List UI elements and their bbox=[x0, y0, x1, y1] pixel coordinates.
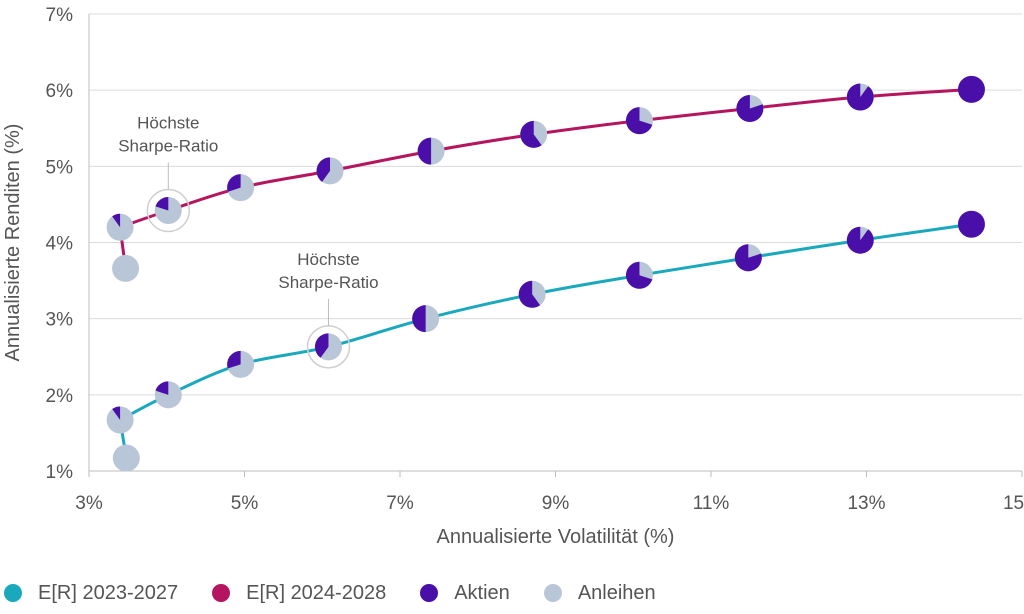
pie-marker bbox=[734, 244, 762, 272]
pie-marker bbox=[314, 333, 342, 361]
pie-slice-aktien bbox=[625, 261, 653, 289]
y-tick-label: 1% bbox=[46, 462, 74, 483]
pie-slice-aktien bbox=[520, 120, 542, 148]
pie-slice-anleihen bbox=[112, 444, 140, 472]
pie-slice-aktien bbox=[417, 137, 432, 165]
pie-slice-aktien bbox=[846, 226, 874, 254]
y-tick-label: 6% bbox=[46, 81, 74, 102]
y-tick-label: 5% bbox=[46, 157, 74, 178]
pie-marker bbox=[957, 75, 985, 103]
pie-slice-aktien bbox=[314, 333, 329, 358]
legend-label-er-2023-2027: E[R] 2023-2027 bbox=[38, 581, 179, 604]
y-tick-label: 2% bbox=[46, 386, 74, 407]
chart: 1% 2% 3% 4% 5% 6% 7% 3% 5% 7% 9% 11% 13% 15% Annualisi… bbox=[2, 5, 1024, 548]
pie-marker bbox=[520, 120, 548, 148]
y-tick-label: 7% bbox=[46, 5, 74, 26]
x-tick-label: 15% bbox=[1003, 493, 1024, 514]
pie-marker bbox=[625, 107, 653, 135]
pie-slice-aktien bbox=[736, 94, 764, 122]
pie-marker bbox=[736, 94, 764, 122]
legend-label-er-2024-2028: E[R] 2024-2028 bbox=[246, 581, 387, 604]
y-tick-label: 4% bbox=[46, 234, 74, 255]
pie-marker bbox=[154, 197, 182, 225]
x-tick-label: 3% bbox=[75, 493, 103, 514]
legend-item-aktien: Aktien bbox=[420, 582, 510, 605]
series-line-er-2024-2028 bbox=[118, 87, 972, 269]
pie-marker bbox=[412, 305, 440, 333]
pie-marker bbox=[227, 174, 255, 202]
pie-marker bbox=[112, 444, 140, 472]
legend-item-anleihen: Anleihen bbox=[543, 581, 656, 605]
x-axis-title: Annualisierte Volatilität (%) bbox=[437, 526, 675, 548]
pie-marker bbox=[625, 261, 653, 289]
legend-label-aktien: Aktien bbox=[454, 581, 510, 604]
x-tick-label: 9% bbox=[542, 493, 570, 514]
pie-marker bbox=[106, 213, 134, 241]
pie-marker bbox=[518, 280, 546, 308]
legend-swatch-er-2024-2028 bbox=[212, 584, 231, 602]
pie-slice-aktien bbox=[155, 197, 169, 211]
annotation-label-line2: Sharpe-Ratio bbox=[278, 273, 378, 292]
pie-marker bbox=[846, 83, 874, 111]
legend-label-anleihen: Anleihen bbox=[577, 581, 656, 604]
annotation-label-line1: Höchste bbox=[297, 250, 359, 269]
legend-swatch-er-2023-2027 bbox=[4, 584, 22, 602]
pie-slice-aktien bbox=[625, 107, 653, 135]
pie-slice-aktien bbox=[412, 305, 426, 333]
pie-slice-anleihen bbox=[106, 406, 134, 434]
annotation-label-line2: Sharpe-Ratio bbox=[118, 137, 218, 156]
legend-swatch-anleihen bbox=[543, 584, 562, 602]
legend-item-er-2023-2027: E[R] 2023-2027 bbox=[4, 582, 178, 605]
pie-marker bbox=[316, 157, 344, 185]
x-tick-label: 7% bbox=[386, 493, 414, 514]
legend: E[R] 2023-2027 E[R] 2024-2028 Aktien Anl… bbox=[0, 578, 690, 608]
pie-slice-aktien bbox=[518, 280, 541, 308]
y-tick-label: 3% bbox=[46, 310, 74, 331]
x-tick-label: 13% bbox=[847, 493, 885, 514]
pie-marker bbox=[106, 406, 134, 434]
pie-slice-aktien bbox=[112, 406, 121, 420]
pie-marker bbox=[154, 381, 182, 409]
pie-slice-aktien bbox=[957, 210, 985, 238]
pie-slice-aktien bbox=[316, 157, 331, 182]
pie-slice-anleihen bbox=[112, 254, 140, 282]
pie-slice-aktien bbox=[155, 381, 169, 395]
pie-slice-aktien bbox=[227, 174, 241, 192]
x-tick-label: 11% bbox=[693, 493, 730, 514]
pie-marker bbox=[957, 210, 985, 238]
pie-slice-aktien bbox=[957, 75, 985, 103]
x-tick-label: 5% bbox=[231, 493, 259, 514]
annotation-label-line1: Höchste bbox=[137, 114, 199, 133]
pie-slice-anleihen bbox=[106, 213, 134, 241]
pie-marker bbox=[112, 254, 140, 282]
pie-slice-aktien bbox=[846, 83, 874, 111]
y-axis-title: Annualisierte Renditen (%) bbox=[2, 124, 24, 362]
pie-slice-aktien bbox=[112, 213, 121, 228]
pie-slice-aktien bbox=[734, 244, 762, 272]
series-line-er-2023-2027 bbox=[118, 222, 972, 459]
legend-swatch-aktien bbox=[420, 584, 439, 602]
pie-marker bbox=[227, 350, 255, 378]
legend-item-er-2024-2028: E[R] 2024-2028 bbox=[212, 582, 386, 605]
pie-marker bbox=[846, 226, 874, 254]
pie-marker bbox=[417, 137, 445, 165]
pie-slice-aktien bbox=[227, 350, 241, 369]
